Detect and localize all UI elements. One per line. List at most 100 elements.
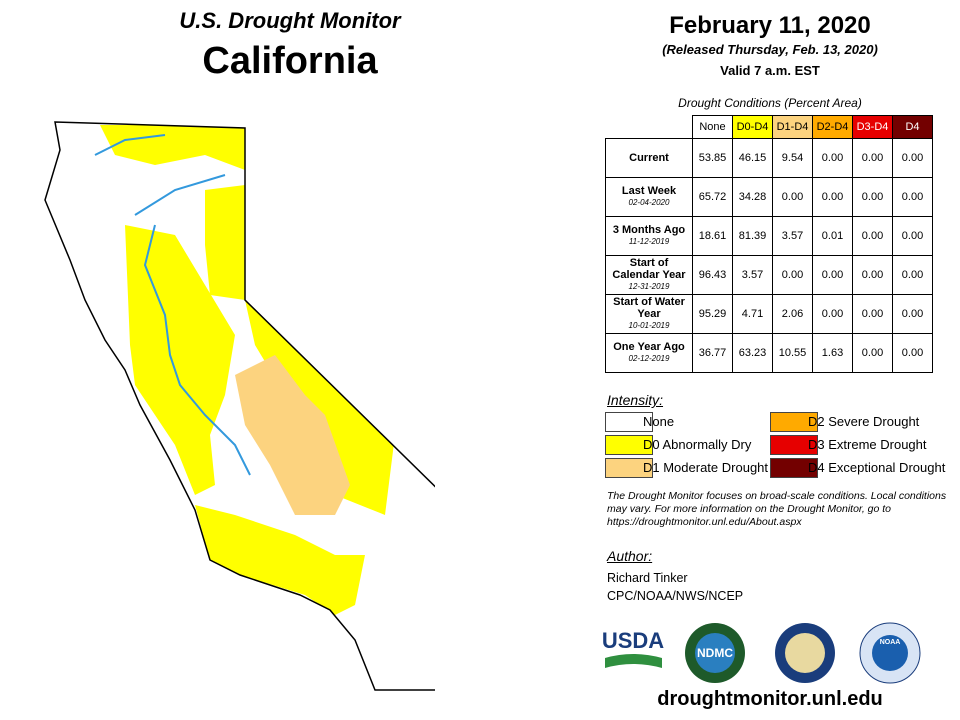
author-line: CPC/NOAA/NWS/NCEP (607, 589, 744, 603)
column-header: None (692, 115, 733, 139)
state-outline (44, 121, 435, 691)
legend: None D0 Abnormally Dry D1 Moderate Drought… (605, 412, 955, 487)
cell: 1.63 (812, 332, 853, 373)
cell: 3.57 (772, 215, 813, 256)
released: (Released Thursday, Feb. 13, 2020) (662, 42, 878, 57)
row-label: 3 Months Ago 11-12-2019 (605, 215, 693, 256)
row-name: Last Week (621, 184, 677, 197)
row-name: One Year Ago (613, 340, 685, 353)
row-name: Start of Calendar Year (612, 256, 686, 281)
cell: 46.15 (732, 137, 773, 178)
row-date: 10-01-2019 (628, 320, 670, 330)
row-name: 3 Months Ago (612, 223, 686, 236)
logo-shape (605, 654, 662, 668)
row-name: Start of Water Year (613, 295, 685, 320)
cell: 81.39 (732, 215, 773, 256)
legend-label: D3 Extreme Drought (808, 437, 927, 452)
logo-noaa: NOAA (880, 639, 901, 646)
cell: 95.29 (692, 293, 733, 334)
cell: 4.71 (732, 293, 773, 334)
logo-shape (785, 633, 825, 673)
row-label: Last Week 02-04-2020 (605, 176, 693, 217)
cell: 34.28 (732, 176, 773, 217)
cell: 63.23 (732, 332, 773, 373)
column-header: D0-D4 (732, 115, 773, 139)
logo-ndmc: NDMC (697, 646, 733, 660)
cell: 0.00 (892, 254, 933, 295)
cell: 0.00 (812, 293, 853, 334)
logos: USDA NDMC NOAA (602, 622, 921, 684)
legend-label: D2 Severe Drought (808, 414, 920, 429)
author: Richard Tinker CPC/NOAA/NWS/NCEP (607, 569, 743, 605)
legend-swatch (770, 458, 818, 478)
cell: 18.61 (692, 215, 733, 256)
footer: droughtmonitor.unl.edu (657, 688, 883, 710)
row: Start of Water Year 10-01-2019 95.29 4.71 2.… (605, 293, 933, 334)
legend-label: None (643, 414, 675, 429)
cell: 0.00 (772, 176, 813, 217)
header-row: None D0-D4 D1-D4 D2-D4 D3-D4 D4 (606, 115, 933, 139)
legend-swatch (605, 458, 653, 478)
cell: 9.54 (772, 137, 813, 178)
cell: 0.00 (892, 293, 933, 334)
row-name: Current (629, 151, 669, 164)
cell: 0.00 (892, 332, 933, 373)
cell: 0.00 (812, 254, 853, 295)
valid: Valid 7 a.m. EST (720, 63, 820, 78)
row-date: 02-04-2020 (628, 197, 670, 207)
column-header: D2-D4 (812, 115, 853, 139)
cell: 0.00 (892, 137, 933, 178)
logo-shape (695, 633, 735, 673)
column-header: D1-D4 (772, 115, 813, 139)
river (94, 134, 226, 216)
cell: 3.57 (732, 254, 773, 295)
row: Current 53.85 46.15 9.54 0.00 0.00 0.00 (605, 137, 933, 178)
cell: 0.00 (852, 293, 893, 334)
cell: 0.00 (852, 254, 893, 295)
cell: 0.00 (772, 254, 813, 295)
row: 3 Months Ago 11-12-2019 18.61 81.39 3.57 0.01… (605, 215, 933, 256)
cell: 0.00 (852, 137, 893, 178)
cell: 65.72 (692, 176, 733, 217)
drought-areas (100, 125, 395, 615)
cell: 0.01 (812, 215, 853, 256)
cell: 53.85 (692, 137, 733, 178)
river (143, 224, 251, 476)
title: U.S. Drought Monitor (179, 8, 401, 33)
legend-title: Intensity: (607, 392, 664, 408)
map (5, 95, 435, 715)
state: California (202, 40, 378, 82)
column-header: D4 (892, 115, 933, 139)
date: February 11, 2020 (669, 12, 871, 39)
cell: 0.00 (852, 176, 893, 217)
row-label: Current (605, 137, 693, 178)
author-line: Richard Tinker (607, 571, 688, 585)
cell: 0.00 (892, 215, 933, 256)
cell: 0.00 (892, 176, 933, 217)
row: One Year Ago 02-12-2019 36.77 63.23 10.55 1.6… (605, 332, 933, 373)
legend-swatch (605, 435, 653, 455)
logo-shape (872, 635, 908, 671)
row-date: 02-12-2019 (628, 353, 670, 363)
corner (606, 116, 693, 139)
logo-usda: USDA (602, 628, 664, 653)
row-date: 12-31-2019 (628, 281, 670, 291)
row: Start of Calendar Year 12-31-2019 96.43 3.5… (605, 254, 933, 295)
legend-label: D4 Exceptional Drought (808, 460, 946, 475)
row: Last Week 02-04-2020 65.72 34.28 0.00 0.00 0.0… (605, 176, 933, 217)
cell: 2.06 (772, 293, 813, 334)
legend-swatch (605, 412, 653, 432)
row-label: Start of Calendar Year 12-31-2019 (605, 254, 693, 295)
legend-label: D1 Moderate Drought (643, 460, 769, 475)
cell: 36.77 (692, 332, 733, 373)
cell: 0.00 (812, 176, 853, 217)
legend-swatch (770, 412, 818, 432)
row-date: 11-12-2019 (628, 236, 670, 246)
cell: 0.00 (852, 332, 893, 373)
cell: 10.55 (772, 332, 813, 373)
legend-label: D0 Abnormally Dry (643, 437, 752, 452)
column-header: D3-D4 (852, 115, 893, 139)
legend-swatch (770, 435, 818, 455)
author-title: Author: (607, 548, 653, 564)
cell: 96.43 (692, 254, 733, 295)
